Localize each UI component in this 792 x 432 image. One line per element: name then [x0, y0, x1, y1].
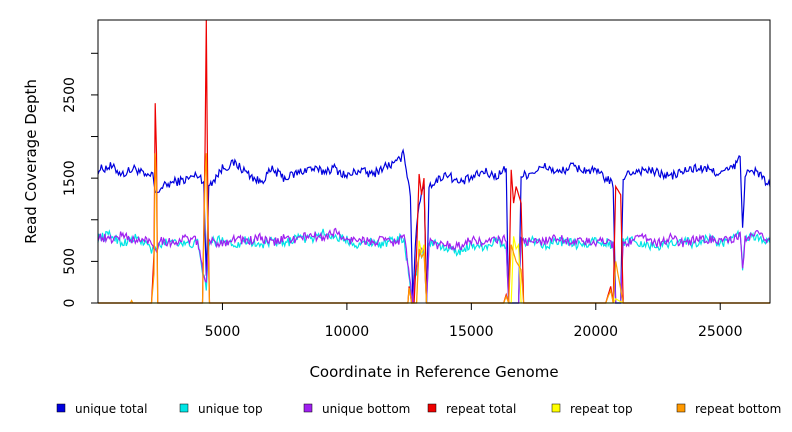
legend-label-unique-total: unique total — [75, 402, 147, 416]
y-axis: 0 500 1500 2500 — [62, 52, 98, 308]
series-line-unique-bottom — [97, 227, 771, 304]
legend-swatch-repeat-total — [427, 403, 437, 413]
legend: unique total unique top unique bottom repea… — [56, 402, 781, 416]
y-tick-label: 500 — [62, 248, 78, 275]
x-tick-label: 25000 — [698, 324, 743, 340]
series-layer — [97, 19, 771, 304]
legend-label-unique-bottom: unique bottom — [322, 402, 410, 416]
y-tick-label: 2500 — [62, 77, 78, 113]
legend-label-repeat-bottom: repeat bottom — [695, 402, 781, 416]
x-tick-label: 5000 — [205, 324, 241, 340]
y-tick-label: 0 — [62, 299, 78, 308]
x-axis: 5000 10000 15000 20000 25000 — [205, 303, 743, 340]
legend-swatch-repeat-top — [551, 403, 561, 413]
legend-swatch-unique-total — [56, 403, 66, 413]
legend-label-unique-top: unique top — [198, 402, 263, 416]
x-axis-title: Coordinate in Reference Genome — [309, 363, 558, 381]
y-axis-title: Read Coverage Depth — [22, 79, 40, 244]
legend-label-repeat-top: repeat top — [570, 402, 633, 416]
series-line-repeat-total — [98, 19, 770, 304]
series-line-unique-total — [97, 148, 771, 304]
x-tick-label: 15000 — [449, 324, 494, 340]
y-tick-label: 1500 — [62, 160, 78, 196]
legend-swatch-unique-top — [179, 403, 189, 413]
legend-label-repeat-total: repeat total — [446, 402, 516, 416]
x-tick-label: 20000 — [574, 324, 619, 340]
legend-swatch-repeat-bottom — [676, 403, 686, 413]
legend-swatch-unique-bottom — [303, 403, 313, 413]
plot-frame — [97, 19, 771, 304]
x-tick-label: 10000 — [325, 324, 370, 340]
